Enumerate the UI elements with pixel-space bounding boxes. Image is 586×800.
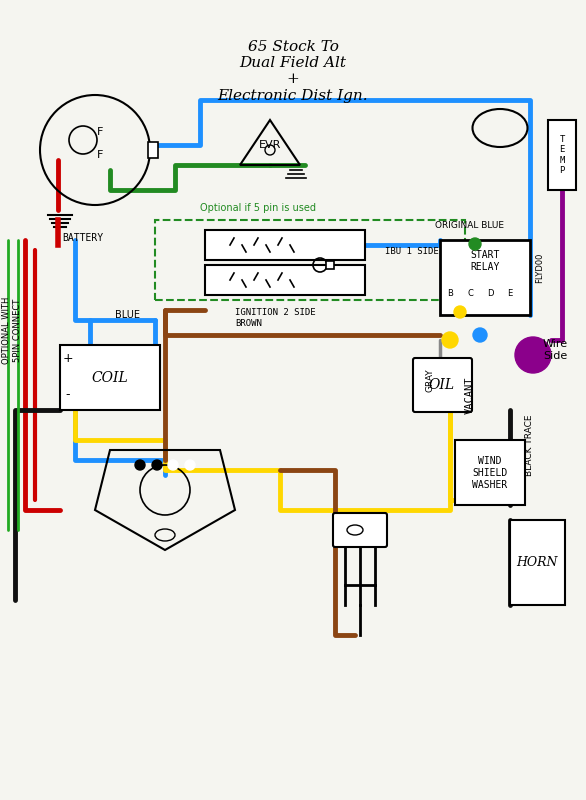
Text: T
E
M
P: T E M P bbox=[559, 135, 565, 175]
Text: Wire
Side: Wire Side bbox=[543, 339, 568, 361]
Circle shape bbox=[185, 460, 195, 470]
Text: F: F bbox=[97, 150, 103, 160]
Circle shape bbox=[152, 460, 162, 470]
Text: EVR: EVR bbox=[259, 140, 281, 150]
Text: OIL: OIL bbox=[429, 378, 455, 392]
Text: IGNITION 2 SIDE
BROWN: IGNITION 2 SIDE BROWN bbox=[235, 308, 316, 328]
Text: IBU 1 SIDE: IBU 1 SIDE bbox=[385, 247, 439, 257]
FancyBboxPatch shape bbox=[148, 142, 158, 158]
Text: F: F bbox=[97, 127, 103, 137]
Circle shape bbox=[515, 337, 551, 373]
Text: -: - bbox=[66, 389, 70, 402]
Text: GRAY: GRAY bbox=[425, 368, 434, 392]
FancyBboxPatch shape bbox=[440, 240, 530, 315]
FancyBboxPatch shape bbox=[548, 120, 576, 190]
Circle shape bbox=[469, 238, 481, 250]
Text: Optional if 5 pin is used: Optional if 5 pin is used bbox=[200, 203, 316, 213]
FancyBboxPatch shape bbox=[205, 230, 365, 260]
Text: BATTERY: BATTERY bbox=[62, 233, 103, 243]
FancyBboxPatch shape bbox=[455, 440, 525, 505]
Text: HORN: HORN bbox=[516, 557, 558, 570]
Text: VACANT: VACANT bbox=[465, 376, 475, 414]
Circle shape bbox=[473, 328, 487, 342]
Text: FLYD00: FLYD00 bbox=[535, 253, 544, 283]
Text: COIL: COIL bbox=[91, 371, 128, 385]
Circle shape bbox=[168, 460, 178, 470]
Text: OPTIONAL WITH
5PIN CONNECT: OPTIONAL WITH 5PIN CONNECT bbox=[2, 296, 22, 364]
FancyBboxPatch shape bbox=[413, 358, 472, 412]
Text: WIND
SHIELD
WASHER: WIND SHIELD WASHER bbox=[472, 456, 507, 490]
FancyBboxPatch shape bbox=[510, 520, 565, 605]
Circle shape bbox=[442, 332, 458, 348]
Text: D: D bbox=[487, 289, 493, 298]
FancyBboxPatch shape bbox=[60, 345, 160, 410]
Text: E: E bbox=[507, 289, 513, 298]
Text: START
RELAY: START RELAY bbox=[471, 250, 500, 272]
Text: BLACK TRACE: BLACK TRACE bbox=[526, 414, 534, 476]
Text: C: C bbox=[467, 289, 473, 298]
FancyBboxPatch shape bbox=[333, 513, 387, 547]
Text: 65 Stock To
Dual Field Alt
+
Electronic Dist Ign.: 65 Stock To Dual Field Alt + Electronic … bbox=[217, 40, 369, 102]
FancyBboxPatch shape bbox=[205, 265, 365, 295]
Circle shape bbox=[135, 460, 145, 470]
Text: +: + bbox=[63, 351, 73, 365]
Circle shape bbox=[454, 306, 466, 318]
Text: ORIGINAL BLUE: ORIGINAL BLUE bbox=[435, 221, 504, 230]
FancyBboxPatch shape bbox=[326, 261, 334, 269]
Text: BLUE: BLUE bbox=[115, 310, 140, 320]
Text: B: B bbox=[447, 289, 453, 298]
